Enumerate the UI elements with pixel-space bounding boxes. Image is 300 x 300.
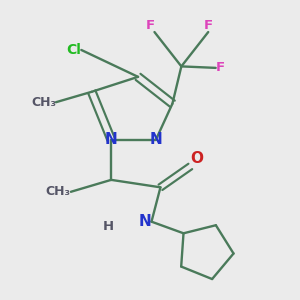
Text: F: F bbox=[204, 19, 213, 32]
Text: CH₃: CH₃ bbox=[31, 96, 56, 109]
Text: O: O bbox=[190, 152, 203, 166]
Text: F: F bbox=[146, 19, 154, 32]
Text: CH₃: CH₃ bbox=[46, 185, 71, 198]
Text: Cl: Cl bbox=[66, 43, 81, 57]
Text: N: N bbox=[105, 132, 118, 147]
Text: N: N bbox=[139, 214, 152, 229]
Text: N: N bbox=[150, 132, 162, 147]
Text: H: H bbox=[103, 220, 114, 232]
Text: F: F bbox=[216, 61, 225, 74]
